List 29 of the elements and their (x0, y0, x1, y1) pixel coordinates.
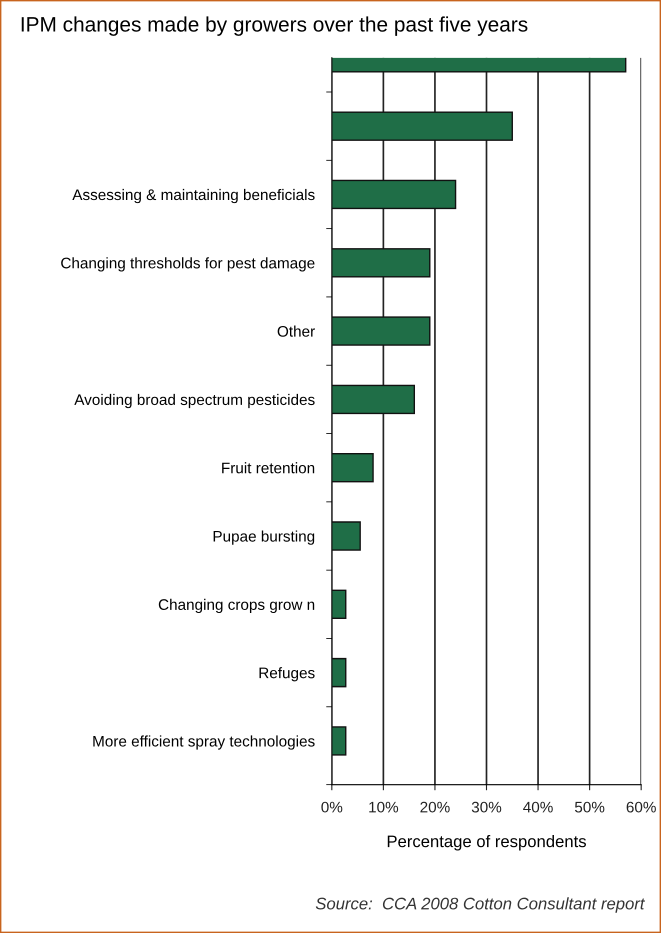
x-tick-label: 0% (321, 802, 342, 813)
bar (332, 726, 346, 756)
y-tick-label: More efficient spray technologies (93, 735, 315, 750)
x-tick-label: 40% (523, 802, 553, 813)
y-tick-label: Refuges (260, 667, 315, 682)
chart-title: IPM changes made by growers over the past five years (22, 16, 528, 36)
x-tick-label: 10% (369, 802, 398, 813)
bar (332, 521, 361, 551)
y-tick-label: Assessing & maintaining beneficials (72, 188, 315, 204)
y-tick-label: Changing crops grow n (158, 598, 314, 614)
bar (332, 248, 430, 278)
y-tick-label: Pupae bursting (214, 530, 314, 545)
bar (332, 316, 430, 346)
y-tick-label: Changing thresholds for pest damage (61, 257, 314, 272)
bar (332, 111, 513, 141)
bar (332, 384, 416, 414)
x-tick-label: 20% (420, 802, 450, 813)
x-tick-label: 50% (574, 802, 604, 813)
x-tick-label: 30% (472, 802, 502, 813)
y-tick-label: Avoiding broad spectrum pesticides (74, 394, 315, 408)
bar (332, 180, 456, 210)
x-axis-title: Percentage of respondents (388, 835, 586, 851)
bar (332, 590, 346, 620)
x-tick-label: 60% (626, 802, 656, 813)
y-tick-label: Other (278, 326, 315, 337)
y-tick-label: Fruit retention (222, 462, 314, 474)
bar (332, 453, 374, 482)
bar (332, 658, 346, 688)
source-note: Source: CCA 2008 Cotton Consultant report (316, 897, 646, 913)
